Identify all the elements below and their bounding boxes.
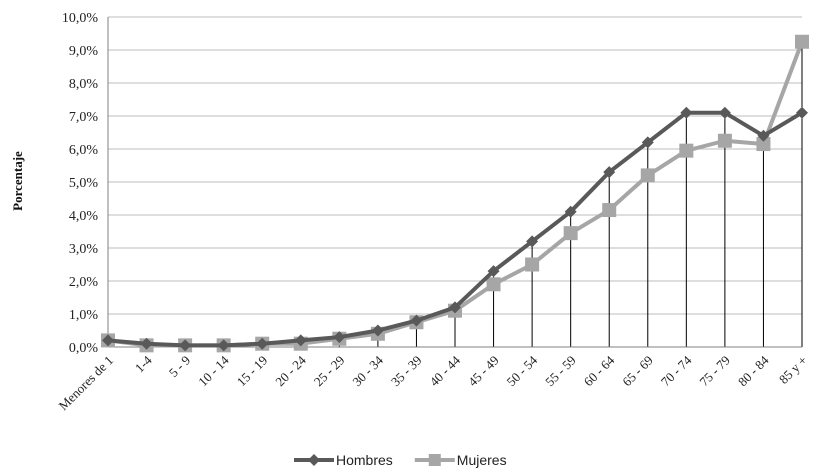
x-tick-label: 45 - 49 — [465, 353, 502, 390]
data-point-hombres — [526, 235, 539, 248]
y-axis-ticks: 0,0% 1,0% 2,0% 3,0% 4,0% 5,0% 6,0% 7,0% 8,0% 9,0%… — [62, 11, 99, 356]
x-tick-label: 15 - 19 — [234, 353, 271, 390]
y-tick-label: 3,0% — [69, 242, 99, 257]
data-point-hombres — [680, 106, 693, 119]
legend-marker-hombres — [308, 454, 320, 466]
drop-lines — [107, 41, 803, 347]
data-point-hombres — [256, 337, 269, 350]
y-tick-label: 5,0% — [69, 176, 99, 191]
data-point-mujeres — [563, 226, 578, 241]
x-tick-label: 10 - 14 — [195, 352, 232, 389]
data-point-hombres — [410, 314, 423, 327]
data-point-hombres — [217, 339, 230, 352]
data-point-mujeres — [486, 277, 501, 292]
data-point-hombres — [333, 331, 346, 344]
data-point-mujeres — [525, 257, 540, 272]
y-tick-label: 8,0% — [69, 77, 99, 92]
data-point-mujeres — [640, 168, 655, 183]
x-tick-label: 70 - 74 — [658, 352, 695, 389]
data-point-hombres — [564, 205, 577, 218]
x-tick-label: 5 - 9 — [166, 353, 193, 380]
data-point-hombres — [641, 136, 654, 149]
x-tick-label: 40 - 44 — [426, 352, 463, 389]
x-tick-label: 30 - 34 — [349, 352, 386, 389]
x-tick-label: 20 - 24 — [272, 352, 309, 389]
x-tick-label: 25 - 29 — [311, 353, 348, 390]
x-tick-label: 50 - 54 — [504, 352, 541, 389]
data-point-hombres — [487, 265, 500, 278]
data-point-mujeres — [717, 133, 732, 148]
data-point-hombres — [757, 129, 770, 142]
y-tick-label: 4,0% — [69, 209, 99, 224]
x-tick-label: 1-4 — [132, 352, 155, 375]
data-point-hombres — [603, 166, 616, 179]
data-point-mujeres — [795, 34, 809, 49]
y-tick-label: 9,0% — [69, 44, 99, 59]
data-point-hombres — [796, 106, 808, 119]
data-point-hombres — [718, 106, 731, 119]
y-tick-label: 2,0% — [69, 275, 99, 290]
y-tick-label: 6,0% — [69, 143, 99, 158]
x-tick-label: 60 - 64 — [581, 352, 618, 389]
data-point-mujeres — [756, 137, 771, 152]
y-tick-label: 7,0% — [69, 110, 99, 125]
series-line-mujeres — [107, 41, 804, 348]
y-tick-label: 1,0% — [69, 308, 99, 323]
x-tick-label: 85 y + — [776, 353, 810, 387]
data-point-mujeres — [602, 203, 617, 218]
x-tick-label: Menores de 1 — [55, 353, 116, 414]
legend-marker-mujeres — [428, 454, 441, 466]
grid-lines — [108, 16, 802, 348]
data-point-hombres — [140, 337, 153, 350]
y-axis-label: Porcentaje — [10, 151, 25, 211]
y-tick-label: 0,0% — [69, 341, 99, 356]
y-tick-label: 10,0% — [62, 11, 99, 26]
x-tick-label: 55 - 59 — [542, 353, 579, 390]
data-point-hombres — [179, 339, 192, 352]
x-tick-label: 65 - 69 — [619, 353, 656, 390]
series-layer — [101, 34, 809, 353]
x-axis-ticks: Menores de 1 1-4 5 - 9 10 - 14 15 - 19 20 - 2… — [55, 352, 810, 413]
data-point-hombres — [102, 334, 114, 347]
data-point-hombres — [294, 334, 307, 347]
data-point-mujeres — [679, 143, 694, 158]
legend-label-hombres: Hombres — [336, 452, 393, 468]
x-tick-label: 80 - 84 — [735, 352, 772, 389]
data-point-hombres — [449, 301, 461, 314]
x-tick-label: 75 - 79 — [696, 353, 733, 390]
legend-label-mujeres: Mujeres — [457, 452, 507, 468]
data-point-hombres — [371, 324, 384, 337]
legend: Hombres Mujeres — [294, 452, 507, 468]
x-tick-label: 35 - 39 — [388, 353, 425, 390]
